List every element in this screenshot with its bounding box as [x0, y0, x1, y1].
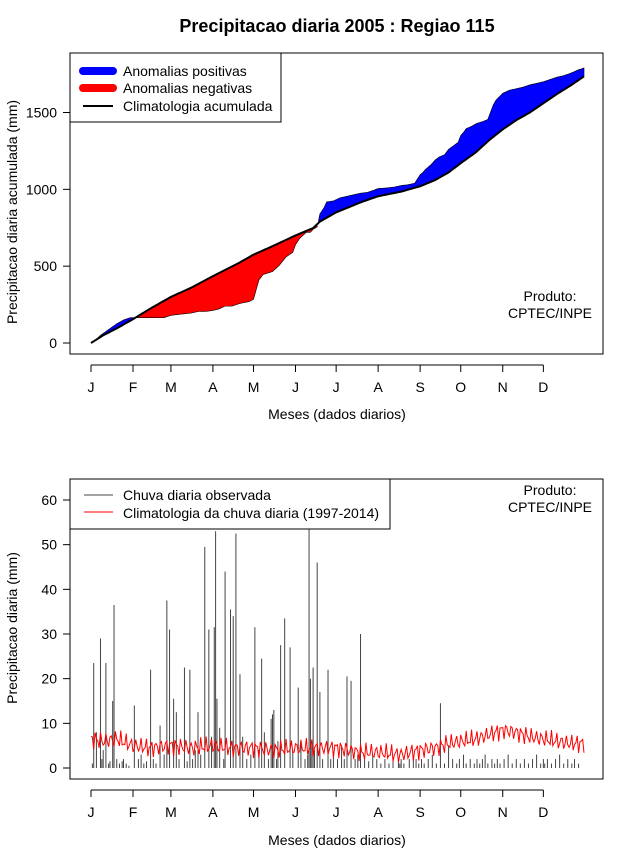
- bottom-credit-line2: CPTEC/INPE: [508, 499, 592, 515]
- bottom-x-tick-label: O: [455, 804, 466, 820]
- top-credit-line1: Produto:: [524, 288, 577, 304]
- top-x-tick-label: J: [88, 379, 95, 395]
- bottom-y-tick-label: 30: [41, 626, 57, 642]
- bottom-x-tick-label: J: [333, 804, 340, 820]
- top-legend-box: [69, 52, 282, 123]
- bottom-x-tick-label: J: [88, 804, 95, 820]
- top-x-axis-label: Meses (dados diarios): [268, 406, 406, 422]
- bottom-credit-line1: Produto:: [524, 482, 577, 498]
- legend-label-negative: Anomalias negativas: [123, 80, 252, 96]
- bottom-x-tick-label: D: [538, 804, 548, 820]
- climatology-accumulated-line: [90, 75, 585, 344]
- bottom-y-tick-label: 60: [41, 492, 57, 508]
- bottom-y-tick-label: 50: [41, 537, 57, 553]
- bottom-legend: Chuva diaria observada Climatologia da c…: [69, 478, 391, 530]
- legend-label-positive: Anomalias positivas: [123, 63, 247, 79]
- top-x-tick-label: D: [538, 379, 548, 395]
- top-x-tick-label: O: [455, 379, 466, 395]
- legend-label-climatology: Climatologia acumulada: [123, 98, 273, 114]
- climatology-daily-line: [90, 724, 585, 763]
- accumulated-chart-layer: 0 500 1000 1500 J F M A M J J A S O N D: [26, 67, 585, 395]
- bottom-x-tick-label: M: [248, 804, 260, 820]
- top-x-tick-label: A: [373, 379, 383, 395]
- bottom-y-tick-label: 10: [41, 715, 57, 731]
- bottom-y-tick-label: 0: [49, 760, 57, 776]
- legend-label-clim-daily: Climatologia da chuva diaria (1997-2014): [123, 505, 379, 521]
- bottom-x-tick-label: N: [498, 804, 508, 820]
- top-x-tick-label: M: [165, 379, 177, 395]
- positive-anomaly-area-2: [318, 67, 585, 224]
- bottom-x-axis-label: Meses (dados diarios): [268, 832, 406, 848]
- top-credit-line2: CPTEC/INPE: [508, 305, 592, 321]
- bottom-x-tick-label: A: [373, 804, 383, 820]
- top-x-tick-label: S: [415, 379, 424, 395]
- top-x-tick-label: M: [248, 379, 260, 395]
- bottom-x-tick-label: M: [165, 804, 177, 820]
- top-y-axis-label: Precipitacao diaria acumulada (mm): [4, 100, 20, 324]
- top-y-tick-label: 1000: [26, 181, 57, 197]
- top-y-tick-label: 500: [34, 258, 58, 274]
- top-x-tick-label: A: [208, 379, 218, 395]
- top-legend: Anomalias positivas Anomalias negativas …: [69, 52, 282, 123]
- top-x-tick-label: F: [129, 379, 138, 395]
- bottom-y-axis-label: Precipitacao diaria (mm): [4, 552, 20, 704]
- daily-chart-layer: 0 10 20 30 40 50 60 J F M A M J J A S O N D: [41, 492, 585, 820]
- top-y-tick-label: 1500: [26, 105, 57, 121]
- top-y-tick-label: 0: [49, 335, 57, 351]
- top-x-tick-label: J: [292, 379, 299, 395]
- top-x-tick-label: N: [498, 379, 508, 395]
- bottom-x-tick-label: A: [208, 804, 218, 820]
- legend-label-observed: Chuva diaria observada: [123, 487, 271, 503]
- chart-title: Precipitacao diaria 2005 : Regiao 115: [179, 16, 494, 36]
- bottom-x-tick-label: S: [415, 804, 424, 820]
- bottom-x-tick-label: F: [129, 804, 138, 820]
- top-x-tick-label: J: [333, 379, 340, 395]
- bottom-y-tick-label: 40: [41, 581, 57, 597]
- top-plot-frame: [69, 52, 604, 355]
- bottom-x-tick-label: J: [292, 804, 299, 820]
- bottom-legend-box: [69, 478, 391, 530]
- bottom-y-tick-label: 20: [41, 671, 57, 687]
